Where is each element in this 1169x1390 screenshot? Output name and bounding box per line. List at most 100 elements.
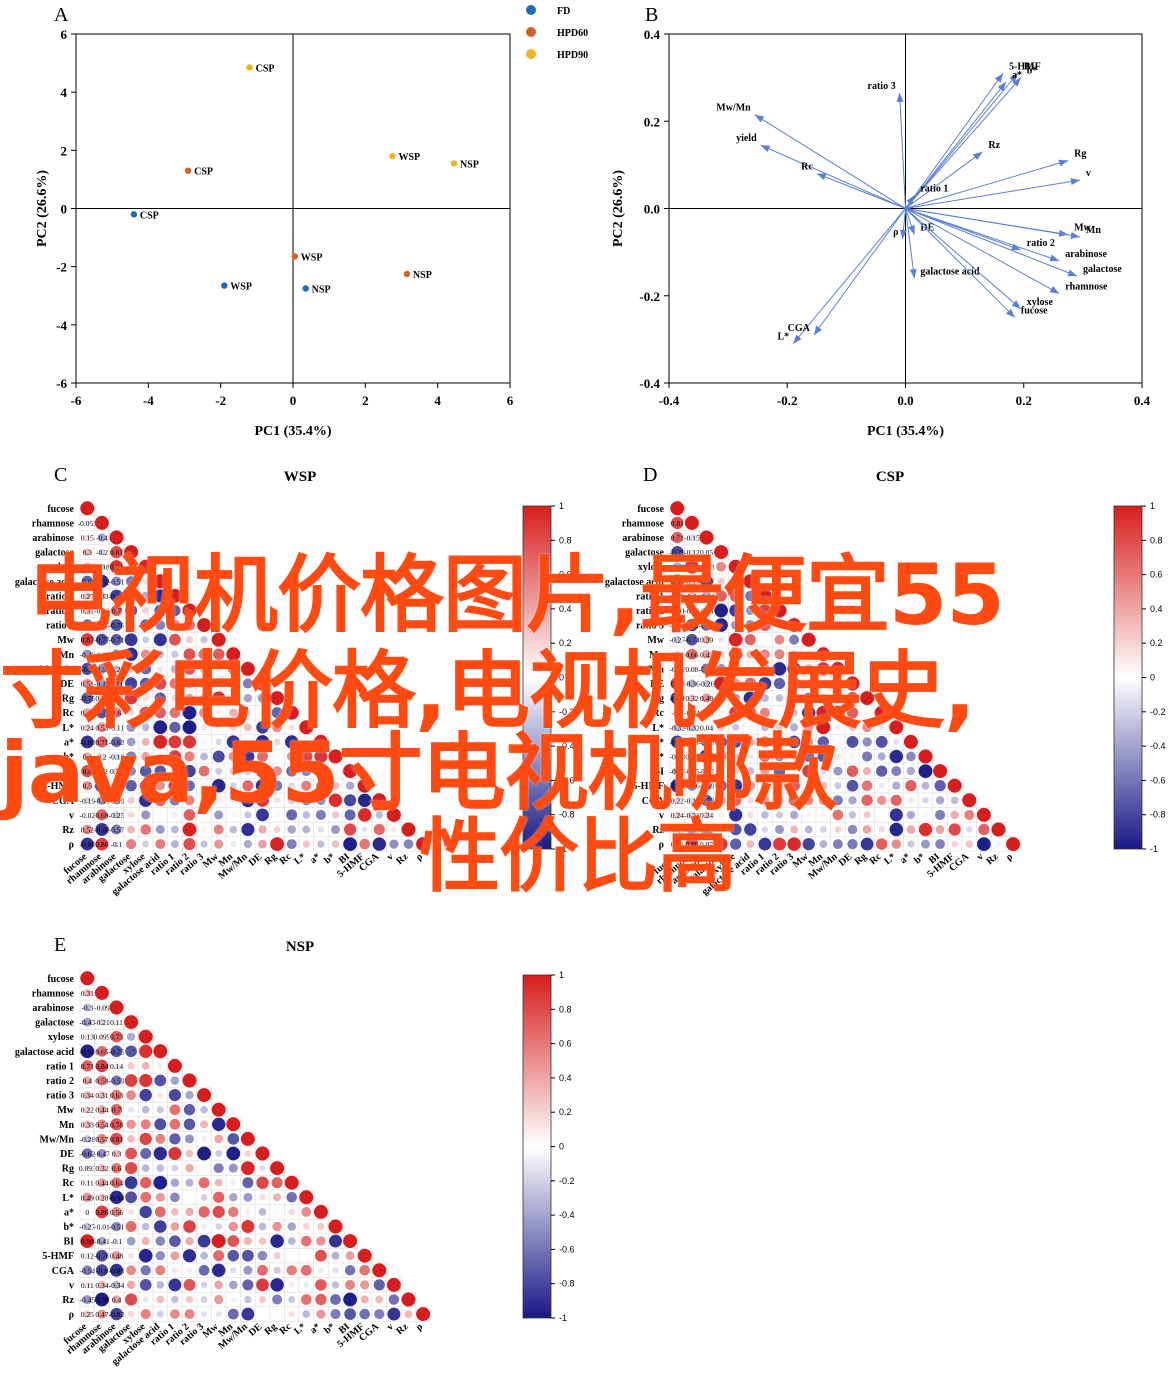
column-label: v (975, 851, 986, 863)
column-label: L* (292, 1321, 308, 1337)
correlation-value: -0.02 (79, 811, 95, 820)
legend-marker (526, 27, 536, 37)
correlation-dot (702, 811, 711, 819)
correlation-dot (258, 1222, 267, 1231)
correlation-dot (905, 780, 917, 792)
correlation-dot (230, 1296, 237, 1303)
column-label: Rg (263, 851, 279, 867)
correlation-dot (244, 1295, 252, 1304)
correlation-dot (99, 651, 105, 658)
loading-vector (905, 77, 1022, 209)
correlation-dot (743, 691, 757, 705)
correlation-dot (110, 589, 123, 603)
correlation-dot (197, 1088, 212, 1103)
correlation-value: -0.26 (109, 782, 125, 791)
correlation-dot (331, 781, 340, 790)
correlation-dot (287, 796, 296, 805)
correlation-dot (787, 662, 801, 676)
correlation-dot (878, 782, 885, 789)
correlation-dot (97, 795, 107, 805)
correlation-dot (876, 765, 888, 777)
correlation-dot (153, 720, 168, 735)
correlation-dot (98, 1193, 106, 1202)
correlation-dot (744, 706, 757, 719)
correlation-value: 0.58 (685, 738, 698, 747)
correlation-value: 0.7 (112, 607, 122, 616)
correlation-value: 0.26 (110, 694, 123, 703)
correlation-dot (156, 1295, 165, 1304)
correlation-dot (215, 738, 222, 746)
correlation-dot (891, 766, 902, 777)
correlation-dot (774, 751, 785, 762)
row-label: galactose (35, 1018, 74, 1029)
correlation-dot (113, 841, 120, 848)
correlation-value: -0.69 (699, 621, 715, 630)
correlation-dot (244, 1150, 252, 1157)
point-label: CSP (194, 167, 213, 178)
correlation-dot (126, 766, 136, 776)
correlation-dot (110, 1045, 123, 1058)
correlation-dot (258, 825, 267, 834)
correlation-dot (80, 971, 95, 986)
correlation-dot (332, 1267, 339, 1274)
correlation-dot (760, 766, 770, 776)
correlation-dot (674, 593, 681, 599)
correlation-value: 0.15 (81, 534, 94, 543)
correlation-dot (125, 590, 137, 602)
correlation-dot (745, 620, 756, 631)
row-label: arabinose (622, 533, 664, 544)
correlation-dot (98, 767, 106, 775)
correlation-value: 0.81 (110, 1135, 123, 1144)
correlation-dot (154, 692, 166, 704)
colorbar-tick-label: -0.6 (559, 775, 575, 785)
correlation-dot (976, 807, 991, 822)
correlation-dot (96, 619, 108, 631)
correlation-dot (701, 780, 712, 791)
correlation-dot (801, 632, 816, 647)
correlation-dot (673, 723, 682, 732)
correlation-dot (375, 1295, 384, 1304)
correlation-value: 0.48 (110, 1252, 123, 1261)
correlation-dot (168, 633, 181, 646)
colorbar-tick-label: -0.6 (1150, 775, 1166, 785)
correlation-dot (889, 720, 904, 735)
correlation-dot (816, 647, 831, 662)
row-label: galactose acid (15, 577, 75, 588)
column-label: Rz (394, 851, 410, 867)
correlation-dot (99, 1223, 105, 1230)
row-label: BI (653, 767, 664, 778)
column-label: v (385, 851, 396, 863)
correlation-dot (805, 812, 812, 818)
correlation-dot (978, 823, 990, 836)
correlation-dot (258, 839, 267, 849)
correlation-dot (950, 796, 959, 805)
legend-marker (526, 49, 536, 59)
x-tick-label: -0.2 (777, 393, 798, 408)
vector-label: Mw/Mn (716, 103, 751, 114)
correlation-dot (286, 751, 297, 762)
correlation-dot (184, 795, 195, 806)
vector-arrowhead (896, 92, 904, 103)
correlation-dot (97, 591, 106, 600)
correlation-dot (907, 840, 915, 848)
correlation-dot (714, 618, 728, 632)
loading-vector (760, 144, 906, 209)
correlation-dot (141, 1105, 150, 1114)
correlation-dot (803, 750, 815, 763)
correlation-dot (830, 661, 845, 676)
correlation-dot (389, 839, 399, 849)
correlation-dot (98, 753, 106, 760)
correlation-dot (96, 1075, 108, 1086)
correlation-value: -0.11 (109, 723, 125, 732)
correlation-dot (673, 650, 681, 658)
correlation-dot (817, 750, 830, 763)
correlation-dot (286, 1265, 297, 1276)
correlation-dot (97, 1105, 107, 1115)
row-label: CGA (642, 796, 665, 807)
correlation-dot (746, 650, 755, 659)
correlation-dot (139, 779, 152, 792)
colorbar-tick-label: -1 (559, 844, 567, 854)
loading-vector (754, 114, 906, 209)
correlation-dot (243, 1192, 253, 1202)
correlation-dot (700, 574, 713, 588)
